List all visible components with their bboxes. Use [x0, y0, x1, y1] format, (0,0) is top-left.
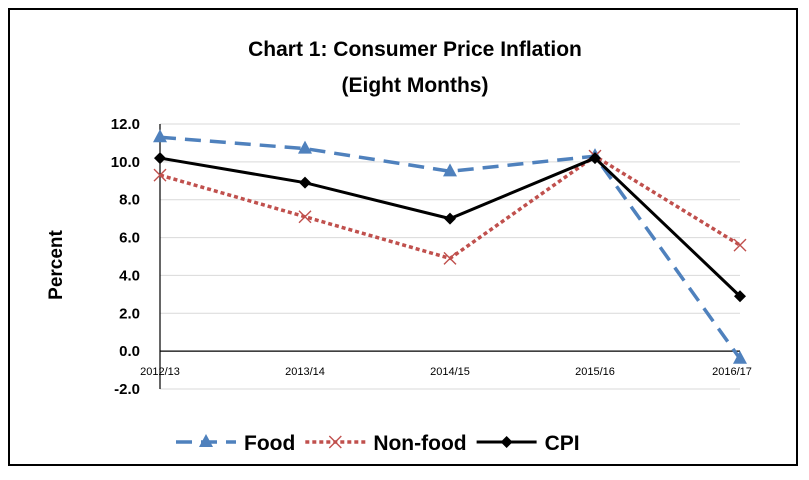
x-tick-label: 2012/13 [140, 366, 180, 378]
cpi-series [154, 152, 746, 303]
y-tick-labels: 12.0 10.0 8.0 6.0 4.0 2.0 0.0 -2.0 [111, 116, 140, 398]
legend-label-food: Food [244, 432, 295, 455]
non-food-point [733, 238, 747, 252]
legend: Food Non-food CPI [176, 432, 580, 455]
x-tick-label: 2014/15 [430, 366, 470, 378]
legend-marker-food [199, 434, 213, 447]
x-tick-label: 2015/16 [575, 366, 615, 378]
cpi-point [299, 176, 311, 189]
food-point [733, 350, 747, 364]
cpi-point [444, 212, 456, 225]
y-tick-label: 2.0 [119, 305, 140, 322]
x-tick-labels: 2012/13 2013/14 2014/15 2015/16 2016/17 [140, 366, 752, 378]
food-point [298, 140, 312, 154]
y-tick-label: 4.0 [119, 267, 140, 284]
cpi-point [734, 290, 746, 303]
gridlines [160, 123, 740, 390]
chart-title: Chart 1: Consumer Price Inflation [248, 38, 582, 61]
chart-subtitle: (Eight Months) [342, 74, 489, 97]
y-tick-label: 0.0 [119, 343, 140, 360]
series-lines [153, 129, 747, 364]
legend-item-non-food: Non-food [305, 432, 467, 455]
axes [159, 124, 740, 389]
food-point [153, 129, 167, 143]
y-tick-label: 10.0 [111, 154, 140, 171]
non-food-point [298, 210, 312, 224]
legend-item-cpi: CPI [476, 432, 580, 455]
non-food-point [153, 168, 167, 182]
y-tick-label: 12.0 [111, 116, 140, 133]
legend-item-food: Food [176, 432, 295, 455]
food-series [153, 129, 747, 364]
non-food-point [443, 251, 457, 265]
x-tick-label: 2016/17 [712, 366, 752, 378]
legend-label-non-food: Non-food [373, 432, 466, 455]
non-food-series [153, 149, 747, 265]
legend-marker-non-food [328, 435, 342, 449]
cpi-point [154, 152, 166, 165]
legend-marker-cpi [500, 436, 513, 448]
x-tick-label: 2013/14 [285, 366, 325, 378]
y-tick-label: -2.0 [114, 381, 140, 398]
y-tick-label: 8.0 [119, 192, 140, 209]
y-axis-label: Percent [46, 229, 67, 299]
legend-label-cpi: CPI [545, 432, 580, 455]
chart-container: Chart 1: Consumer Price Inflation (Eight… [8, 8, 798, 466]
y-tick-label: 6.0 [119, 230, 140, 247]
cpi-point [589, 152, 601, 165]
food-point [443, 163, 457, 177]
line-chart: Chart 1: Consumer Price Inflation (Eight… [46, 38, 752, 455]
